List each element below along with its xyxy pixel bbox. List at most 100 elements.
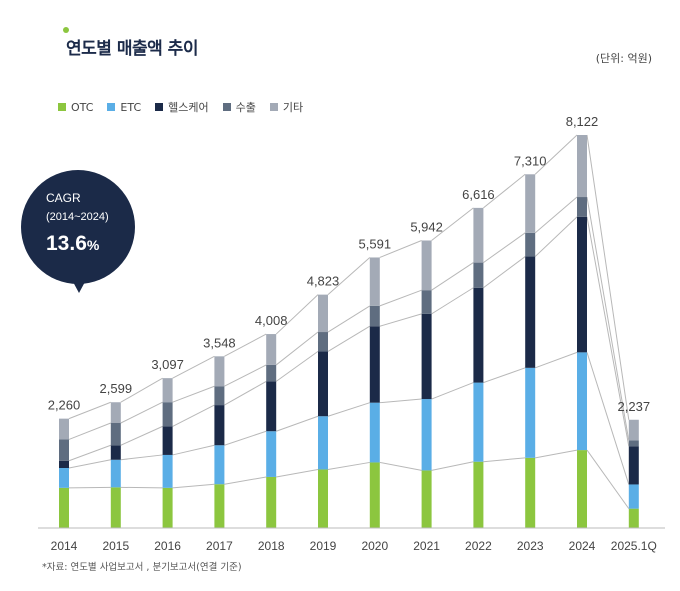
- legend-swatch-etc: [107, 103, 116, 111]
- bar-segment-2019-3: [318, 332, 328, 352]
- bar-segment-2017-4: [214, 356, 225, 387]
- bar-segment-2023-2: [525, 256, 536, 368]
- bar-segment-2019-0: [318, 469, 328, 528]
- unit-label: (단위: 억원): [595, 52, 652, 65]
- bar-segment-2023-1: [525, 367, 536, 458]
- bar-segment-2024-3: [577, 197, 587, 217]
- cagr-value: 13.6: [46, 232, 87, 255]
- bar-segment-2020-0: [369, 462, 380, 528]
- legend-item-export: 수출: [222, 99, 256, 115]
- bar-segment-2018-1: [266, 431, 277, 477]
- bar-segment-2019-4: [318, 294, 328, 333]
- bar-segment-2017-2: [214, 405, 225, 446]
- cagr-bubble-circle: [21, 170, 135, 284]
- source-note: *자료: 연도별 사업보고서 , 분기보고서(연결 기준): [42, 562, 242, 573]
- bar-segment-2021-2: [421, 313, 432, 400]
- total-label-2019: 4,823: [307, 274, 340, 289]
- cagr-value-text: 13.6%: [46, 232, 100, 255]
- x-tick-label-2015: 2015: [102, 539, 129, 553]
- legend: OTC ETC 헬스케어 수출 기타: [58, 99, 303, 115]
- total-label-2024: 8,122: [566, 114, 599, 129]
- bar-segment-2022-0: [473, 461, 484, 528]
- bar-segment-2024-0: [577, 450, 587, 528]
- legend-swatch-export: [222, 103, 231, 111]
- total-label-2021: 5,942: [410, 219, 443, 234]
- bar-segment-2025.1Q-3: [628, 440, 639, 447]
- bar-segment-2024-1: [577, 352, 587, 451]
- legend-label-otc: OTC: [71, 100, 94, 114]
- total-label-2020: 5,591: [359, 236, 392, 251]
- legend-label-etc: ETC: [120, 100, 142, 114]
- bar-segment-2025.1Q-0: [628, 508, 639, 528]
- x-axis-labels: 2014 2015 2016 2017 2018 2019 2020 2021 2022 2023…: [51, 539, 657, 553]
- bar-segment-2022-3: [473, 262, 484, 288]
- legend-item-otc: OTC: [58, 101, 93, 114]
- bar-segment-2021-0: [421, 470, 432, 528]
- legend-label-other: 기타: [282, 101, 304, 114]
- bar-segment-2018-0: [266, 476, 277, 528]
- bar-segment-2023-3: [525, 232, 536, 257]
- legend-item-health: 헬스케어: [155, 99, 209, 115]
- bar-segment-2021-4: [421, 240, 432, 291]
- bar-segment-2014-3: [59, 439, 69, 461]
- connector-lines: [68, 134, 630, 509]
- bar-segment-2019-2: [318, 351, 328, 417]
- bars: [59, 135, 639, 528]
- x-tick-label-2021: 2021: [413, 539, 440, 553]
- bar-segment-2025.1Q-1: [628, 484, 639, 509]
- bar-segment-2019-1: [318, 416, 328, 470]
- x-tick-label-2014: 2014: [51, 539, 78, 553]
- bar-segment-2015-0: [110, 487, 121, 528]
- x-tick-label-2023: 2023: [517, 539, 544, 553]
- x-tick-label-2024: 2024: [569, 539, 596, 553]
- total-label-2017: 3,548: [203, 335, 236, 350]
- bar-segment-2014-2: [59, 460, 69, 468]
- bar-segment-2018-3: [266, 364, 277, 382]
- total-label-2018: 4,008: [255, 313, 288, 328]
- bar-segment-2022-4: [473, 207, 484, 263]
- legend-swatch-otc: [58, 103, 66, 111]
- bar-segment-2021-3: [421, 290, 432, 314]
- bar-segment-2025.1Q-4: [628, 419, 639, 441]
- bar-segment-2025.1Q-2: [628, 446, 639, 485]
- total-labels: 2,260 2,599 3,097 3,548 4,008 4,823 5,591 5,942…: [48, 114, 650, 414]
- bar-segment-2014-0: [59, 487, 69, 528]
- bar-segment-2016-1: [162, 454, 173, 488]
- legend-swatch-other: [269, 103, 278, 111]
- total-label-2025.1Q: 2,237: [618, 399, 651, 414]
- total-label-2015: 2,599: [100, 381, 133, 396]
- x-tick-label-2025.1Q: 2025.1Q: [611, 539, 657, 553]
- legend-item-etc: ETC: [107, 101, 141, 114]
- bar-segment-2016-0: [162, 487, 173, 528]
- bar-segment-2017-1: [214, 445, 225, 485]
- cagr-bubble-pointer: [72, 280, 86, 293]
- total-label-2022: 6,616: [462, 187, 495, 202]
- legend-item-other: 기타: [269, 99, 304, 115]
- bar-segment-2021-1: [421, 399, 432, 471]
- legend-swatch-health: [155, 103, 164, 111]
- bar-segment-2020-1: [369, 402, 380, 463]
- cagr-label: CAGR: [46, 191, 81, 205]
- bar-segment-2018-2: [266, 381, 277, 432]
- bar-segment-2020-2: [369, 326, 380, 403]
- legend-label-export: 수출: [235, 101, 256, 114]
- connector-line-0: [68, 449, 630, 509]
- bar-segment-2015-2: [110, 445, 121, 460]
- x-tick-label-2018: 2018: [258, 539, 285, 553]
- bar-segment-2023-4: [525, 174, 536, 233]
- x-tick-label-2022: 2022: [465, 539, 492, 553]
- connector-line-4: [68, 134, 630, 420]
- bar-segment-2020-3: [369, 305, 380, 327]
- total-label-2023: 7,310: [514, 153, 547, 168]
- x-tick-label-2019: 2019: [310, 539, 337, 553]
- bar-segment-2016-4: [162, 378, 173, 403]
- connector-line-3: [68, 196, 630, 441]
- total-label-2016: 3,097: [151, 357, 184, 372]
- cagr-bubble: CAGR (2014~2024) 13.6%: [21, 170, 135, 293]
- bar-segment-2024-4: [577, 135, 587, 198]
- title-dot: [63, 27, 69, 33]
- connector-line-1: [68, 351, 630, 485]
- bar-segment-2023-0: [525, 457, 536, 528]
- x-tick-label-2017: 2017: [206, 539, 233, 553]
